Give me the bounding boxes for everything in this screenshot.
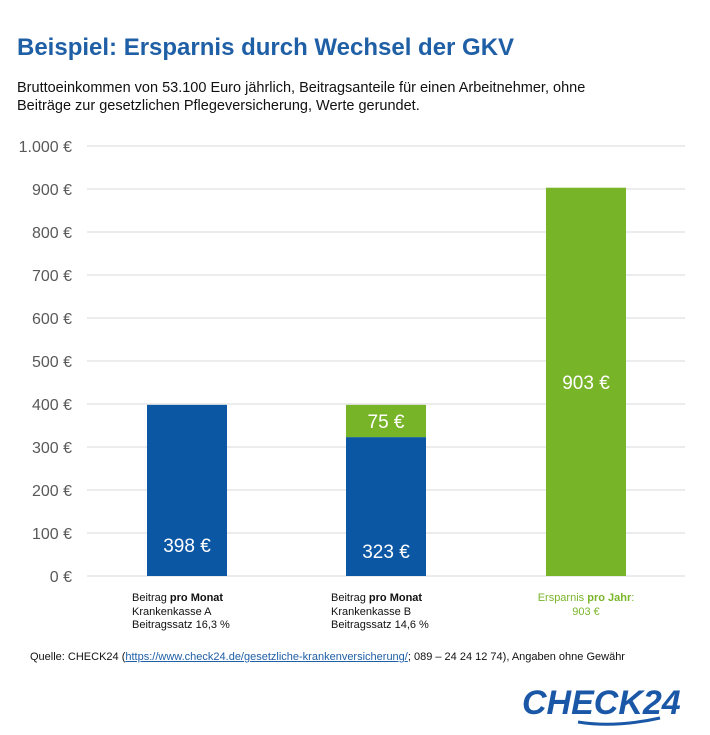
bar-segment: [346, 437, 426, 576]
bar-segment: [546, 187, 626, 576]
y-tick-label: 800 €: [32, 225, 72, 242]
x-label-ersparnis: Ersparnis pro Jahr: 903 €: [486, 592, 686, 619]
x-label-line1: Beitrag pro Monat: [132, 592, 224, 604]
x-label-line1: Beitrag pro Monat: [331, 592, 423, 604]
x-label-line1: Ersparnis pro Jahr:: [537, 592, 635, 604]
bar-value-label: 323 €: [362, 542, 410, 563]
bar-segment: [147, 404, 227, 576]
y-tick-label: 300 €: [32, 440, 72, 457]
y-tick-label: 100 €: [32, 526, 72, 543]
x-label-krankenkasse-b: Beitrag pro Monat Krankenkasse B Beitrag…: [331, 592, 531, 633]
y-tick-label: 0 €: [50, 569, 72, 586]
subtitle-line-2: Beiträge zur gesetzlichen Pflegeversiche…: [17, 98, 420, 114]
bar-value-label: 75 €: [368, 412, 405, 433]
chart-title: Beispiel: Ersparnis durch Wechsel der GK…: [17, 34, 515, 61]
y-tick-label: 500 €: [32, 354, 72, 371]
x-label-line2: Krankenkasse A: [132, 605, 212, 618]
x-label-krankenkasse-a: Beitrag pro Monat Krankenkasse A Beitrag…: [132, 592, 332, 633]
y-tick-label: 400 €: [32, 397, 72, 414]
y-tick-label: 600 €: [32, 311, 72, 328]
bar-value-labels: 398 € 323 € 75 € 903 €: [163, 373, 610, 563]
source-note: Quelle: CHECK24 (https://www.check24.de/…: [30, 651, 625, 663]
y-tick-label: 1.000 €: [19, 139, 72, 156]
x-label-line2: 903 €: [572, 605, 600, 618]
bars: [147, 187, 626, 576]
bar-segment: [346, 404, 426, 438]
bar-chart: 0 € 100 € 200 € 300 € 400 € 500 € 600 € 700 € 80…: [19, 139, 685, 586]
x-label-line3: Beitragssatz 14,6 %: [331, 619, 429, 631]
y-tick-label: 700 €: [32, 268, 72, 285]
y-tick-label: 200 €: [32, 483, 72, 500]
y-axis-ticks: 0 € 100 € 200 € 300 € 400 € 500 € 600 € 700 € 80…: [19, 139, 72, 586]
subtitle-line-1: Bruttoeinkommen von 53.100 Euro jährlich…: [17, 80, 586, 96]
bar-value-label: 398 €: [163, 536, 211, 557]
logo-text: CHECK24: [522, 684, 681, 722]
x-label-line2: Krankenkasse B: [331, 605, 412, 618]
chart-subtitle: Bruttoeinkommen von 53.100 Euro jährlich…: [17, 79, 657, 115]
check24-logo: CHECK24: [522, 684, 681, 726]
y-tick-label: 900 €: [32, 182, 72, 199]
logo-swoosh-icon: [577, 716, 661, 726]
source-link[interactable]: https://www.check24.de/gesetzliche-krank…: [125, 651, 408, 663]
x-label-line3: Beitragssatz 16,3 %: [132, 619, 230, 631]
bar-value-label: 903 €: [562, 373, 610, 394]
